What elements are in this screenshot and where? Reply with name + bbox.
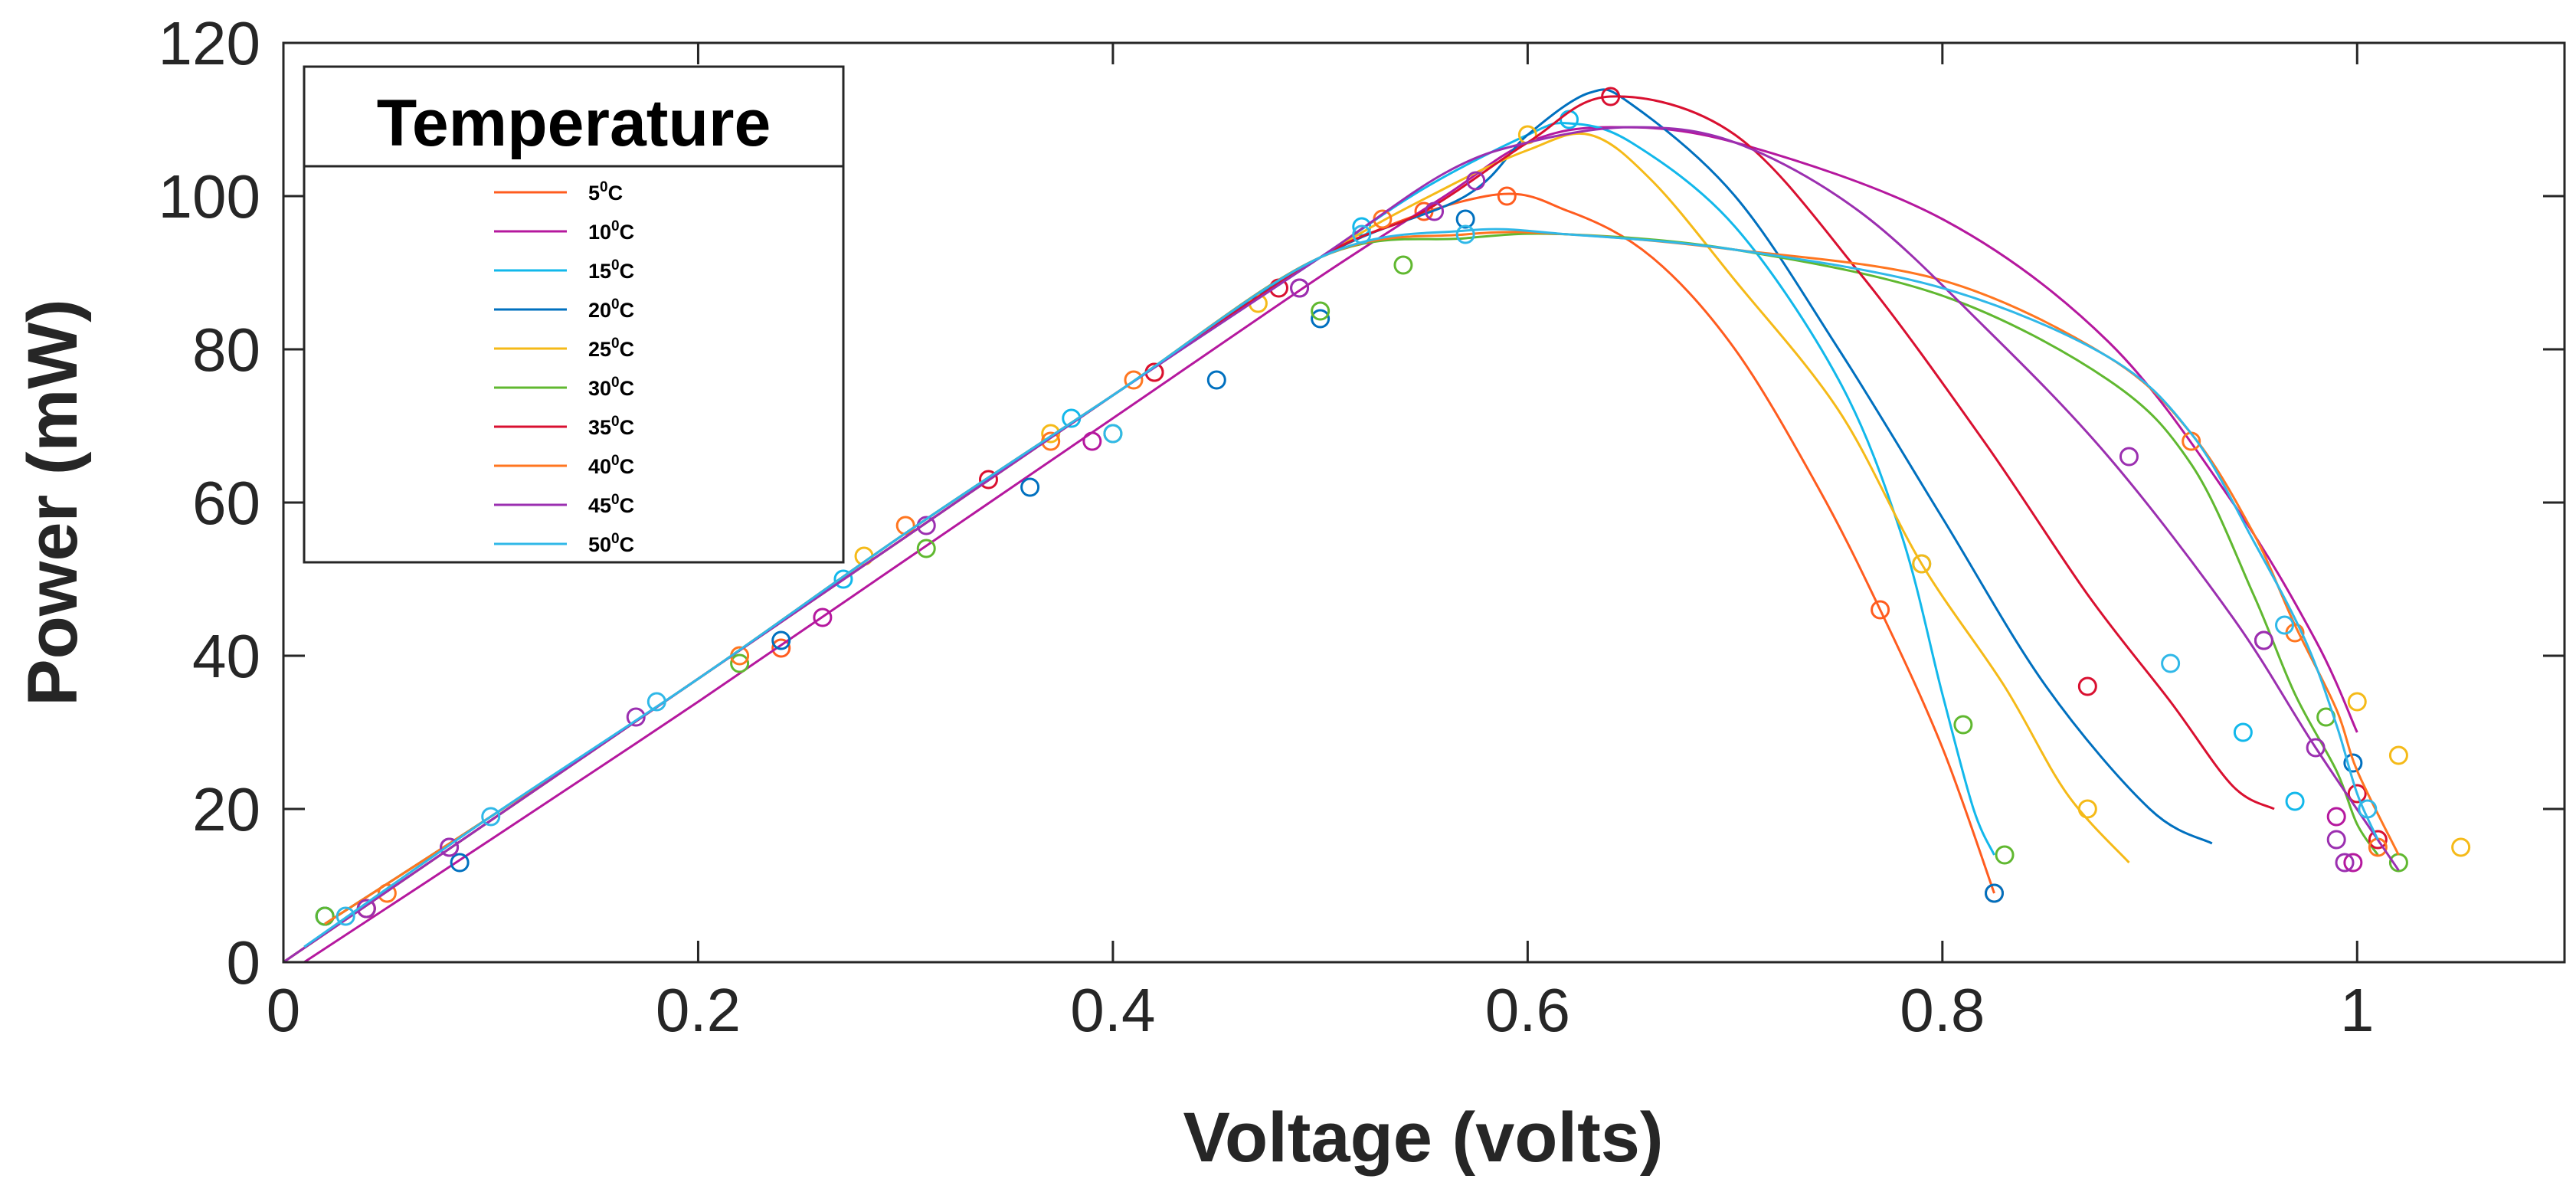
data-point <box>2077 799 2097 819</box>
legend-label: 250C <box>588 336 634 361</box>
data-point <box>813 607 833 627</box>
legend-label: 100C <box>588 218 634 244</box>
data-point <box>2254 630 2273 650</box>
data-point <box>2343 853 2363 873</box>
data-point <box>833 569 853 589</box>
data-point <box>646 692 666 712</box>
tick-layer: 0 0.2 0.4 0.6 0.8 1 0 20 40 60 80 100 120 <box>159 9 2565 1044</box>
data-point <box>2326 807 2346 827</box>
x-tick-label: 0.8 <box>1900 976 1985 1044</box>
series-50C <box>303 224 2379 948</box>
data-point <box>978 470 998 490</box>
legend: Temperature 50C 100C 150C 200C 250C 300C 350C 4… <box>303 65 845 564</box>
data-point <box>440 837 460 857</box>
legend-label: 500C <box>588 531 634 556</box>
data-point <box>336 906 355 926</box>
data-point <box>2358 799 2378 819</box>
data-point <box>2275 615 2295 635</box>
data-point <box>1206 370 1226 390</box>
data-point <box>2233 722 2253 742</box>
y-axis-title: Power (mW) <box>14 299 92 706</box>
data-point <box>2119 447 2139 467</box>
y-tick-label: 40 <box>192 622 260 690</box>
data-point <box>1871 600 1890 620</box>
data-point <box>2306 738 2326 758</box>
data-point <box>1912 554 1932 574</box>
data-point <box>1124 370 1144 390</box>
legend-label: 200C <box>588 296 634 322</box>
legend-label: 400C <box>588 453 634 478</box>
data-point <box>626 707 646 727</box>
data-point <box>771 630 791 650</box>
data-point <box>916 539 936 558</box>
data-point <box>2343 753 2363 773</box>
data-point <box>1352 224 1372 244</box>
data-point <box>315 906 335 926</box>
data-point <box>2347 784 2367 804</box>
data-point <box>1985 883 2004 903</box>
data-point <box>2161 653 2181 673</box>
data-point <box>2285 791 2305 811</box>
series-layer <box>283 87 2471 962</box>
data-point <box>1082 431 1102 451</box>
y-tick-label: 120 <box>159 9 260 77</box>
data-point <box>1497 186 1517 206</box>
data-point <box>1290 278 1310 298</box>
data-point <box>730 653 750 673</box>
y-tick-label: 0 <box>227 928 261 997</box>
data-point <box>2335 853 2355 873</box>
legend-label: 150C <box>588 257 634 283</box>
y-tick-label: 60 <box>192 469 260 537</box>
data-point <box>1953 715 1973 735</box>
legend-box <box>303 65 845 564</box>
data-point <box>481 807 501 827</box>
x-tick-label: 1 <box>2340 976 2375 1044</box>
data-point <box>2077 676 2097 696</box>
data-point <box>771 638 791 658</box>
data-point <box>1311 309 1331 329</box>
series-line <box>303 228 2379 948</box>
y-tick-label: 100 <box>159 162 260 231</box>
data-point <box>1995 845 2015 865</box>
legend-label: 300C <box>588 375 634 400</box>
data-point <box>2347 692 2367 712</box>
y-tick-label: 20 <box>192 775 260 843</box>
data-point <box>1466 171 1486 191</box>
data-point <box>1103 424 1123 444</box>
x-tick-label: 0 <box>267 976 301 1044</box>
data-point <box>2368 830 2388 850</box>
legend-entries: 50C 100C 150C 200C 250C 300C 350C 400C 450C 500C <box>494 179 634 556</box>
data-point <box>2451 837 2471 857</box>
data-point <box>2326 830 2346 850</box>
data-point <box>1425 201 1445 221</box>
data-point <box>1041 424 1061 444</box>
data-point <box>1455 224 1475 244</box>
legend-title: Temperature <box>377 87 771 160</box>
data-point <box>1311 301 1331 321</box>
x-axis-title: Voltage (volts) <box>1183 1099 1663 1177</box>
x-tick-label: 0.4 <box>1070 976 1155 1044</box>
data-point <box>1455 209 1475 229</box>
legend-label: 350C <box>588 414 634 439</box>
data-point <box>450 853 470 873</box>
data-point <box>1601 87 1621 106</box>
legend-label: 50C <box>588 179 623 205</box>
legend-label: 450C <box>588 492 634 517</box>
y-tick-label: 80 <box>192 316 260 384</box>
x-tick-label: 0.2 <box>656 976 741 1044</box>
data-point <box>1393 255 1413 275</box>
data-point <box>1020 477 1040 497</box>
x-tick-label: 0.6 <box>1485 976 1570 1044</box>
data-point <box>2388 745 2408 765</box>
